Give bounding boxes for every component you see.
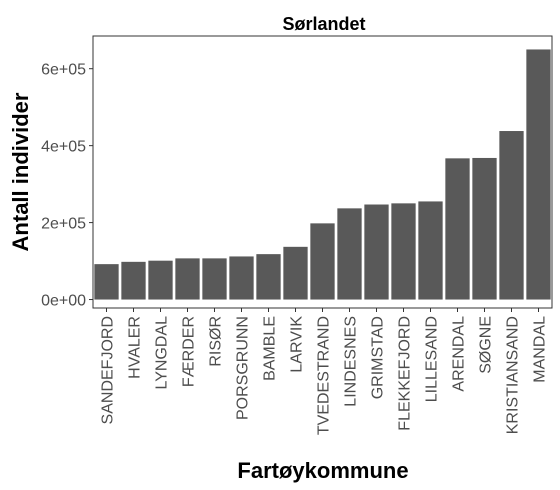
y-tick-label: 4e+05 xyxy=(41,139,86,156)
bar-arendal xyxy=(445,158,470,300)
y-axis: 0e+00 2e+05 4e+05 6e+05 xyxy=(41,62,93,310)
x-axis-title: Fartøykommune xyxy=(237,458,408,483)
x-tick-label: BAMBLE xyxy=(262,316,279,381)
x-tick-label: LILLESAND xyxy=(424,316,441,402)
x-tick-label: KRISTIANSAND xyxy=(505,316,522,434)
x-tick-label: FÆRDER xyxy=(181,316,198,387)
bar-mandal xyxy=(526,49,551,300)
x-tick-label: GRIMSTAD xyxy=(370,316,387,399)
x-tick-label: HVALER xyxy=(127,316,144,379)
x-tick-label: SØGNE xyxy=(478,316,495,374)
bar-tvedestrand xyxy=(310,223,335,300)
bar-sandefjord xyxy=(94,264,119,300)
y-tick-label: 0e+00 xyxy=(41,293,86,310)
bar-porsgrunn xyxy=(229,256,254,300)
bar-larvik xyxy=(283,246,308,300)
x-tick-label: SANDEFJORD xyxy=(100,316,117,424)
x-axis: SANDEFJORD HVALER LYNGDAL FÆRDER RISØR PORSGR… xyxy=(100,308,549,435)
bar-lyngdal xyxy=(148,260,173,300)
bar-lindesnes xyxy=(337,208,362,300)
bar-flekkefjord xyxy=(391,203,416,300)
y-tick-label: 2e+05 xyxy=(41,216,86,233)
x-tick-label: PORSGRUNN xyxy=(235,316,252,420)
x-tick-label: LYNGDAL xyxy=(154,316,171,390)
x-tick-label: FLEKKEFJORD xyxy=(397,316,414,431)
x-tick-label: LINDESNES xyxy=(343,316,360,407)
bar-hvaler xyxy=(121,261,146,300)
bar-risør xyxy=(202,258,227,300)
x-tick-label: RISØR xyxy=(208,316,225,367)
x-tick-label: MANDAL xyxy=(532,316,549,383)
x-tick-label: LARVIK xyxy=(289,316,306,373)
x-tick-label: TVEDESTRAND xyxy=(316,316,333,435)
bar-kristiansand xyxy=(499,131,524,300)
y-axis-title: Antall individer xyxy=(8,92,33,251)
bar-søgne xyxy=(472,157,497,300)
bar-bamble xyxy=(256,254,281,300)
bars-layer xyxy=(94,49,551,300)
bar-lillesand xyxy=(418,201,443,300)
y-tick-label: 6e+05 xyxy=(41,62,86,79)
bar-færder xyxy=(175,258,200,300)
chart-title: Sørlandet xyxy=(282,14,365,34)
bar-grimstad xyxy=(364,204,389,300)
plot-panel-border xyxy=(92,35,553,309)
x-tick-label: ARENDAL xyxy=(451,316,468,392)
